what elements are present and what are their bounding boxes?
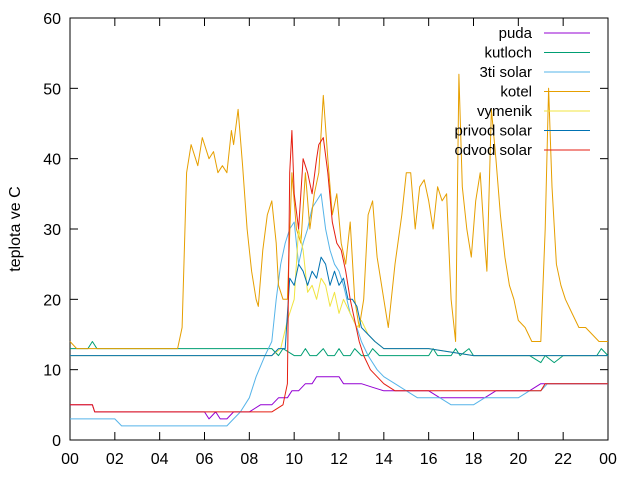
x-tick-label: 18 [465, 451, 483, 468]
x-tick-label: 14 [375, 451, 393, 468]
x-tick-label: 02 [106, 451, 124, 468]
legend: puda kutloch 3ti solar kotel vymenik privod s… [454, 25, 590, 159]
legend-label: privod solar [454, 123, 532, 140]
x-tick-label: 12 [330, 451, 348, 468]
y-tick-label: 40 [43, 152, 61, 169]
y-tick-label: 50 [43, 81, 61, 98]
y-tick-label: 20 [43, 292, 61, 309]
y-tick-label: 0 [52, 433, 61, 450]
legend-label: 3ti solar [479, 64, 532, 81]
x-tick-label: 20 [509, 451, 527, 468]
legend-label: puda [499, 25, 533, 42]
y-tick-label: 30 [43, 222, 61, 239]
legend-label: odvod solar [454, 142, 532, 159]
x-tick-label: 00 [599, 451, 617, 468]
x-tick-label: 08 [240, 451, 258, 468]
series-lines [69, 73, 609, 427]
x-tick-label: 10 [285, 451, 303, 468]
legend-label: vymenik [477, 103, 533, 120]
x-tick-label: 06 [196, 451, 214, 468]
x-tick-label: 22 [554, 451, 572, 468]
series-line-kotel [69, 73, 608, 350]
x-tick-label: 16 [420, 451, 438, 468]
x-tick-label: 00 [61, 451, 79, 468]
series-line-privod-solar [70, 256, 608, 357]
x-tick-label: 04 [151, 451, 169, 468]
y-tick-label: 60 [43, 11, 61, 28]
series-line-puda [70, 376, 608, 420]
series-line-3ti-solar [70, 193, 608, 427]
y-axis-label: teplota ve C [7, 186, 24, 271]
axis-ticks [69, 17, 609, 441]
series-line-kutloch [70, 341, 609, 364]
legend-label: kotel [500, 84, 532, 101]
y-tick-label: 10 [43, 363, 61, 380]
series-line-vymenik [70, 228, 608, 357]
series-line-odvod-solar [70, 130, 608, 413]
legend-label: kutloch [484, 45, 532, 62]
